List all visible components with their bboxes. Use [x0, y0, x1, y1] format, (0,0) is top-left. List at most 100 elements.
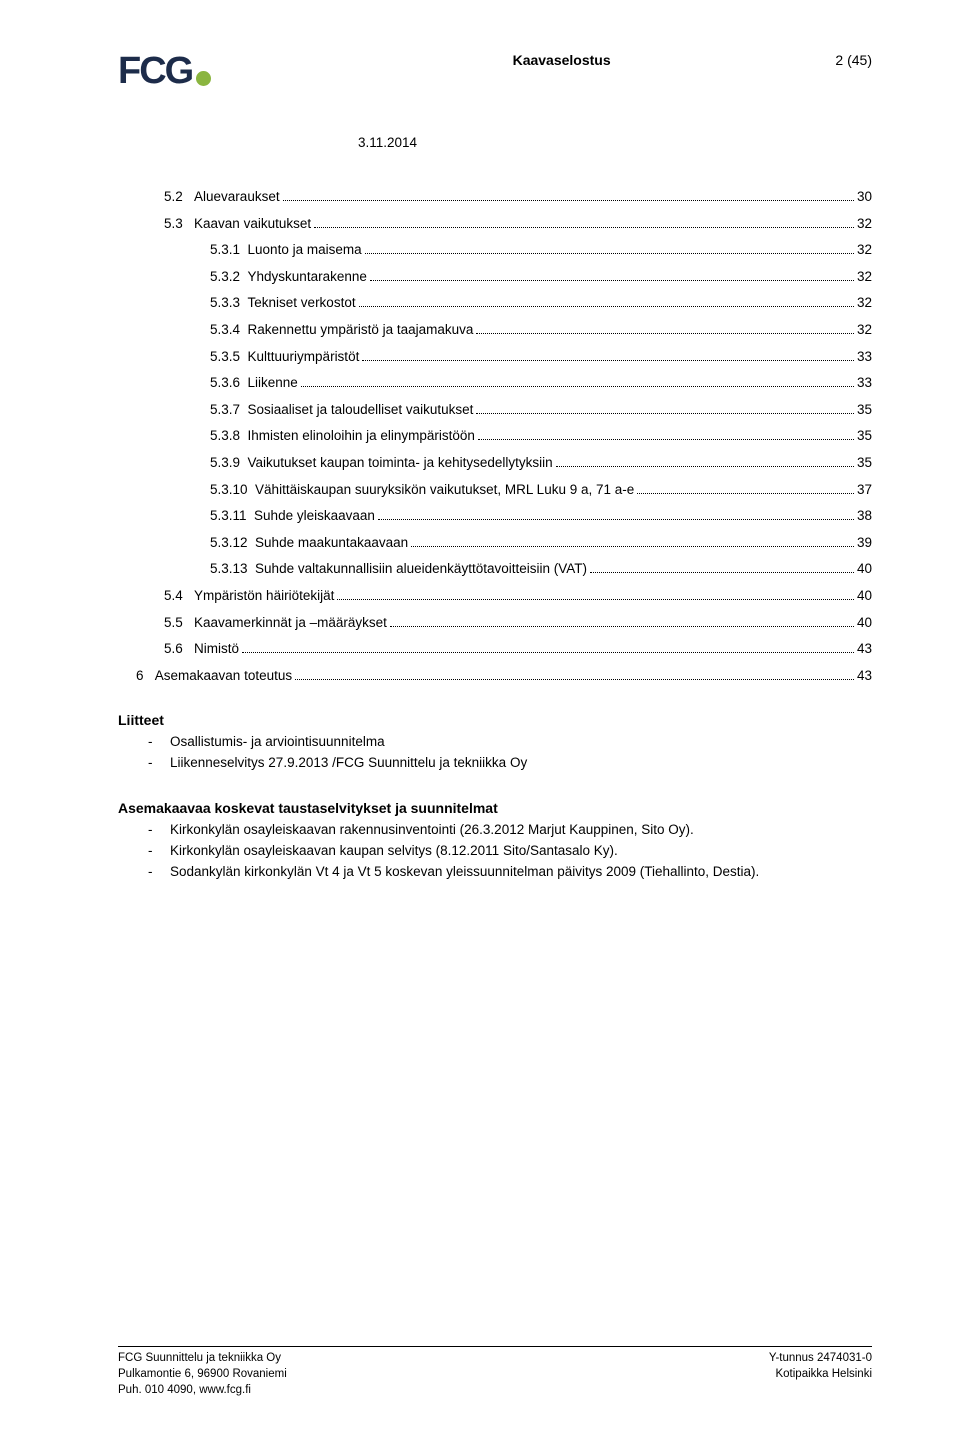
toc-page: 33 [857, 346, 872, 368]
dash-icon: - [148, 753, 170, 774]
list-item: -Kirkonkylän osayleiskaavan rakennusinve… [118, 820, 872, 841]
toc-label: Nimistö [194, 638, 239, 660]
toc-leader-dots [637, 493, 854, 494]
toc-page: 35 [857, 425, 872, 447]
list-item: -Liikenneselvitys 27.9.2013 /FCG Suunnit… [118, 753, 872, 774]
toc-leader-dots [476, 333, 854, 334]
toc-leader-dots [295, 679, 854, 680]
toc-label: Kaavan vaikutukset [194, 213, 311, 235]
toc-label: Sosiaaliset ja taloudelliset vaikutukset [248, 399, 474, 421]
toc-leader-dots [378, 519, 854, 520]
header-page-number: 2 (45) [792, 52, 872, 68]
list-item-text: Osallistumis- ja arviointisuunnitelma [170, 732, 385, 753]
toc-number: 5.3.10 [210, 479, 255, 501]
toc-leader-dots [337, 599, 854, 600]
toc-number: 5.3.5 [210, 346, 248, 368]
toc-label: Rakennettu ympäristö ja taajamakuva [248, 319, 474, 341]
toc-number: 5.3.13 [210, 558, 255, 580]
toc-page: 32 [857, 266, 872, 288]
toc-leader-dots [359, 306, 854, 307]
toc-page: 32 [857, 292, 872, 314]
list-item-text: Sodankylän kirkonkylän Vt 4 ja Vt 5 kosk… [170, 862, 759, 883]
toc-number: 5.3.7 [210, 399, 248, 421]
toc-label: Vaikutukset kaupan toiminta- ja kehityse… [248, 452, 553, 474]
toc-leader-dots [365, 253, 854, 254]
toc-number: 5.3.6 [210, 372, 248, 394]
toc-leader-dots [390, 626, 854, 627]
toc-page: 33 [857, 372, 872, 394]
toc-page: 30 [857, 186, 872, 208]
toc-number: 5.3.4 [210, 319, 248, 341]
toc-number: 5.2 [164, 186, 194, 208]
toc-leader-dots [283, 200, 854, 201]
attachments-section: Liitteet -Osallistumis- ja arviointisuun… [118, 712, 872, 774]
attachments-title: Liitteet [118, 712, 872, 728]
toc-number: 5.3.2 [210, 266, 248, 288]
toc-label: Ihmisten elinoloihin ja elinympäristöön [248, 425, 475, 447]
toc-page: 37 [857, 479, 872, 501]
toc-label: Ympäristön häiriötekijät [194, 585, 334, 607]
toc-label: Suhde valtakunnallisiin alueidenkäyttöta… [255, 558, 587, 580]
toc-number: 5.6 [164, 638, 194, 660]
table-of-contents: 5.2 Aluevaraukset 30 5.3 Kaavan vaikutuks… [136, 186, 872, 686]
toc-entry: 5.4 Ympäristön häiriötekijät 40 [136, 585, 872, 607]
footer-line: Y-tunnus 2474031-0 [769, 1350, 872, 1366]
toc-leader-dots [478, 439, 854, 440]
footer-left: FCG Suunnittelu ja tekniikka OyPulkamont… [118, 1350, 287, 1398]
toc-label: Asemakaavan toteutus [155, 665, 292, 687]
dash-icon: - [148, 732, 170, 753]
toc-leader-dots [411, 546, 854, 547]
toc-label: Aluevaraukset [194, 186, 280, 208]
toc-entry: 5.3.1 Luonto ja maisema 32 [136, 239, 872, 261]
toc-number: 5.3.11 [210, 505, 254, 527]
toc-number: 5.5 [164, 612, 194, 634]
toc-leader-dots [556, 466, 854, 467]
list-item: -Kirkonkylän osayleiskaavan kaupan selvi… [118, 841, 872, 862]
toc-page: 39 [857, 532, 872, 554]
toc-entry: 5.3.5 Kulttuuriympäristöt 33 [136, 346, 872, 368]
page-header: FCG Kaavaselostus 2 (45) [118, 50, 872, 93]
toc-number: 5.3.8 [210, 425, 248, 447]
footer-line: Kotipaikka Helsinki [769, 1366, 872, 1382]
toc-page: 32 [857, 213, 872, 235]
toc-label: Yhdyskuntarakenne [248, 266, 367, 288]
footer-line: Pulkamontie 6, 96900 Rovaniemi [118, 1366, 287, 1382]
toc-page: 32 [857, 319, 872, 341]
toc-entry: 5.3.11 Suhde yleiskaavaan 38 [136, 505, 872, 527]
toc-entry: 5.3.3 Tekniset verkostot 32 [136, 292, 872, 314]
document-date: 3.11.2014 [358, 135, 872, 150]
toc-leader-dots [301, 386, 854, 387]
toc-leader-dots [590, 572, 854, 573]
toc-entry: 5.6 Nimistö 43 [136, 638, 872, 660]
toc-number: 5.3.3 [210, 292, 248, 314]
toc-number: 5.3.12 [210, 532, 255, 554]
toc-label: Vähittäiskaupan suuryksikön vaikutukset,… [255, 479, 634, 501]
studies-title: Asemakaavaa koskevat taustaselvitykset j… [118, 800, 872, 816]
toc-page: 35 [857, 452, 872, 474]
toc-page: 38 [857, 505, 872, 527]
toc-entry: 6 Asemakaavan toteutus 43 [136, 665, 872, 687]
footer-line: Puh. 010 4090, www.fcg.fi [118, 1382, 287, 1398]
toc-number: 5.3.9 [210, 452, 248, 474]
toc-page: 43 [857, 638, 872, 660]
toc-entry: 5.3.8 Ihmisten elinoloihin ja elinympäri… [136, 425, 872, 447]
header-title: Kaavaselostus [211, 52, 792, 68]
toc-page: 40 [857, 558, 872, 580]
dash-icon: - [148, 820, 170, 841]
toc-entry: 5.2 Aluevaraukset 30 [136, 186, 872, 208]
toc-leader-dots [370, 280, 854, 281]
toc-number: 5.4 [164, 585, 194, 607]
toc-page: 40 [857, 585, 872, 607]
toc-page: 35 [857, 399, 872, 421]
toc-label: Tekniset verkostot [248, 292, 356, 314]
logo-dot-icon [196, 71, 211, 86]
toc-entry: 5.3 Kaavan vaikutukset 32 [136, 213, 872, 235]
dash-icon: - [148, 841, 170, 862]
toc-number: 6 [136, 665, 155, 687]
toc-leader-dots [314, 227, 854, 228]
toc-entry: 5.3.4 Rakennettu ympäristö ja taajamakuv… [136, 319, 872, 341]
list-item: -Sodankylän kirkonkylän Vt 4 ja Vt 5 kos… [118, 862, 872, 883]
toc-entry: 5.3.6 Liikenne 33 [136, 372, 872, 394]
dash-icon: - [148, 862, 170, 883]
toc-leader-dots [242, 652, 854, 653]
